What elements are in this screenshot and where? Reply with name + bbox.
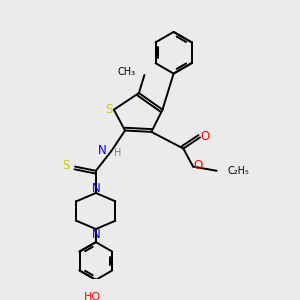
Text: H: H <box>115 148 122 158</box>
Text: N: N <box>92 182 100 195</box>
Text: O: O <box>200 130 210 142</box>
Text: S: S <box>105 103 112 116</box>
Text: N: N <box>92 228 100 241</box>
Text: N: N <box>98 144 107 157</box>
Text: S: S <box>63 159 70 172</box>
Text: O: O <box>194 159 203 172</box>
Text: CH₃: CH₃ <box>117 67 136 76</box>
Text: HO: HO <box>84 292 101 300</box>
Text: C₂H₅: C₂H₅ <box>227 166 249 176</box>
